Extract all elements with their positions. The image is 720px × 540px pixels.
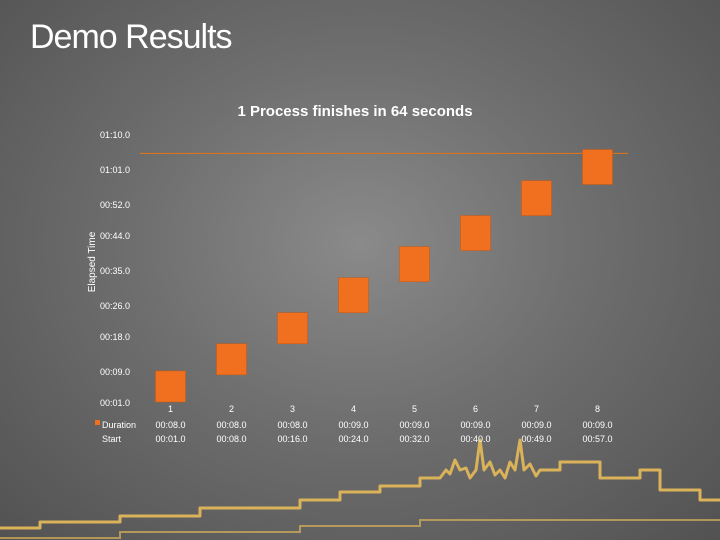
category-label: 5 [412,404,417,414]
y-axis-label: Elapsed Time [87,231,98,292]
table-cell: 00:32.0 [399,434,429,444]
table-series-name: Duration [102,420,136,430]
table-cell: 00:08.0 [216,420,246,430]
y-tick-label: 00:01.0 [100,398,130,408]
bar [460,215,491,251]
category-label: 1 [168,404,173,414]
table-cell: 00:09.0 [460,420,490,430]
table-cell: 00:01.0 [155,434,185,444]
data-table: 1 2 3 4 5 6 7 8 Duration 00:08.0 00:08.0 00:08.0 00:… [95,404,613,444]
y-axis-ticks: 01:10.0 01:01.0 00:52.0 00:44.0 00:35.0 00:26… [100,130,130,408]
category-label: 4 [351,404,356,414]
y-tick-label: 00:09.0 [100,367,130,377]
bar [582,149,613,185]
y-tick-label: 00:18.0 [100,332,130,342]
table-cell: 00:49.0 [521,434,551,444]
legend-swatch [95,420,100,425]
slide-title: Demo Results [30,18,233,56]
category-label: 3 [290,404,295,414]
table-cell: 00:09.0 [338,420,368,430]
table-series-name: Start [102,434,122,444]
bar [521,180,552,216]
table-cell: 00:57.0 [582,434,612,444]
category-label: 6 [473,404,478,414]
category-label: 7 [534,404,539,414]
table-cell: 00:09.0 [399,420,429,430]
y-tick-label: 00:44.0 [100,231,130,241]
category-label: 2 [229,404,234,414]
table-cell: 00:08.0 [277,420,307,430]
bar [399,246,430,282]
table-cell: 00:24.0 [338,434,368,444]
table-cell: 00:08.0 [155,420,185,430]
table-cell: 00:09.0 [582,420,612,430]
category-label: 8 [595,404,600,414]
table-cell: 00:09.0 [521,420,551,430]
bars [155,149,613,403]
bar [155,370,186,403]
chart-title: 1 Process finishes in 64 seconds [237,103,472,120]
table-cell: 00:40.0 [460,434,490,444]
y-tick-label: 00:35.0 [100,266,130,276]
y-tick-label: 01:10.0 [100,130,130,140]
y-tick-label: 00:52.0 [100,200,130,210]
y-tick-label: 00:26.0 [100,301,130,311]
table-cell: 00:16.0 [277,434,307,444]
bar [338,277,369,313]
y-tick-label: 01:01.0 [100,165,130,175]
table-cell: 00:08.0 [216,434,246,444]
bar [216,343,247,376]
bar [277,312,308,344]
